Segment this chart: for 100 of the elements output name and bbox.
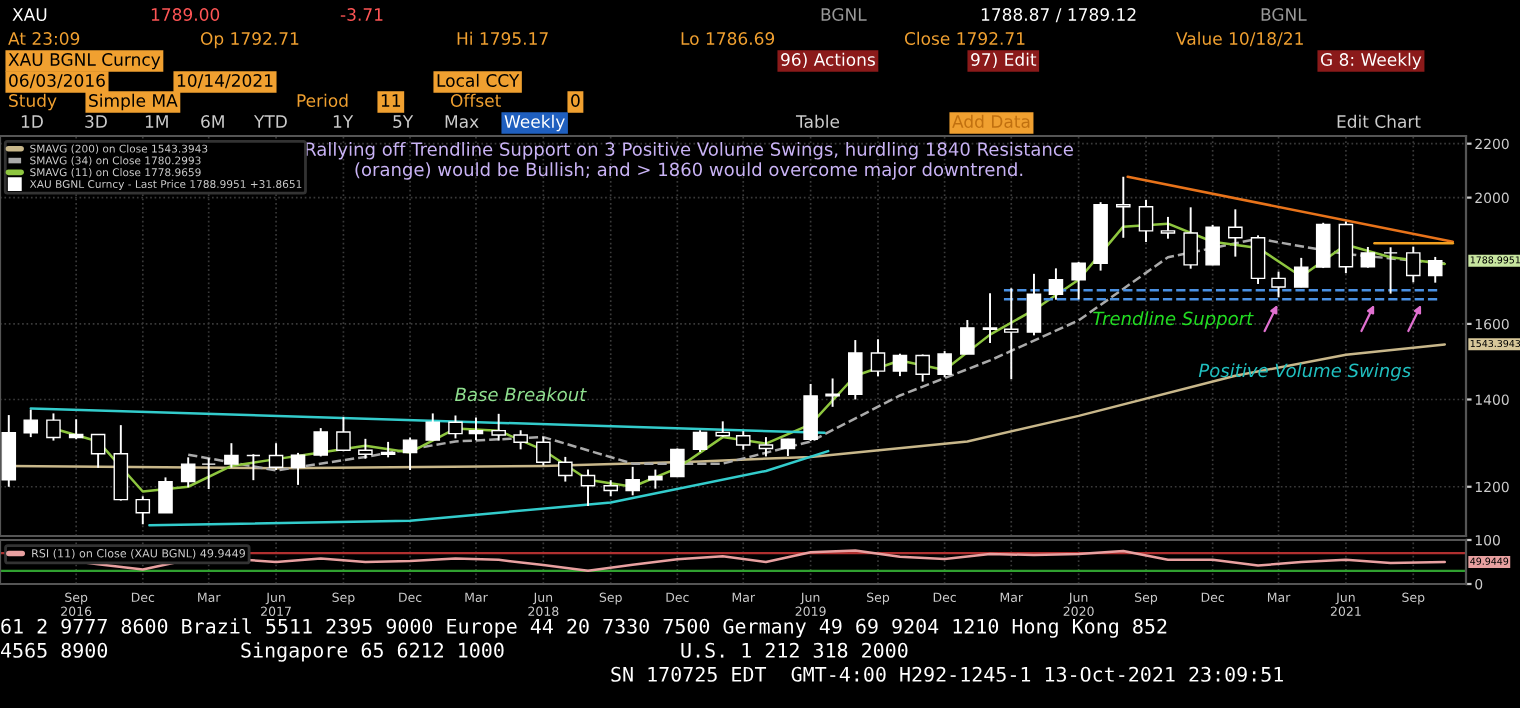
candlestick [468,416,484,442]
text: XAU BGNL Curncy [8,53,161,70]
candlestick [1338,220,1354,275]
text: 96) Actions [781,52,875,68]
candlestick [68,418,84,441]
text: Value 10/18/21 [1176,31,1303,47]
text: 6M [201,115,224,128]
candlestick [1003,287,1019,381]
text: SN 170725 EDT GMT-4:00 H292-1245-1 13-Oct-2021 23:09:51 [611,666,1283,682]
candlestick [1071,261,1086,301]
candlestick [870,338,886,378]
text: XAU [12,8,47,21]
candlestick [1383,246,1398,295]
candlestick [960,319,975,356]
candlestick [1138,198,1154,244]
candlestick [268,442,284,471]
candlestick [224,442,239,469]
candlestick [825,377,840,408]
candlestick [90,433,106,469]
text: Weekly [504,114,565,132]
candlestick [1116,175,1131,239]
text: Max [445,115,479,128]
text: 11 [381,94,401,107]
text: 3D [85,115,107,128]
candlestick [982,292,998,344]
candlestick [1205,223,1220,267]
candlestick [1315,221,1331,270]
text: YTD [253,115,287,128]
annotation: Positive Volume Swings [1198,363,1411,381]
candlestick [358,437,373,460]
text: Edit Chart [1337,114,1421,128]
candlestick [915,353,930,383]
candlestick [1271,270,1286,299]
candlestick [135,495,151,526]
text: 97) Edit [971,52,1037,68]
candlestick [1405,245,1421,284]
text: Hi 1795.17 [457,31,548,45]
text: 1M [145,115,168,128]
text: 0 [571,94,580,107]
candlestick [290,451,306,486]
text: 1788.87 / 1789.12 [981,8,1136,23]
candlestick [425,412,441,442]
text: Singapore 65 6212 1000 [241,642,504,662]
candlestick [46,412,61,442]
text: G 8: Weekly [1320,52,1422,70]
candlestick [1048,267,1064,301]
text: -3.71 [340,8,383,21]
text: Local CCY [437,73,520,87]
candlestick [803,382,818,442]
candlestick [246,453,261,482]
candlestick [670,447,685,478]
text: At 23:09 [8,32,80,45]
text: 5Y [393,115,414,128]
candlestick [648,468,663,490]
text: 1D [21,115,43,128]
candlestick [1183,206,1198,270]
candlestick [1,414,17,488]
candlestick [580,468,596,507]
line-series [148,449,830,527]
text: Close 1792.71 [904,31,1025,45]
text: BGNL [821,8,867,21]
candlestick [336,416,351,453]
annotation: Base Breakout [455,387,587,402]
annotation: Rallying off Trendline Support on 3 Positive Volume Swings, hurdling 1840 Resistance (orange) would be Bullish; and > 1860 would overcome major downtrend. [305,142,1073,180]
candlestick [313,427,329,458]
text: Table [795,114,840,128]
candlestick [402,436,418,471]
text: 1Y [333,115,354,128]
text: U.S. 1 212 318 2000 [681,642,908,658]
candlestick [513,429,528,451]
candlestick [937,350,952,379]
text: Period [297,93,348,107]
candlestick [180,456,196,489]
candlestick [491,412,506,442]
text: Lo 1786.69 [681,32,775,45]
candlestick [692,429,708,453]
candlestick [1250,234,1266,285]
candlestick [158,476,173,514]
candlestick [558,455,573,483]
candlestick [113,424,129,502]
annotation: Trendline Support [1093,311,1254,329]
candlestick [1228,208,1243,258]
candlestick [536,436,551,467]
candlestick [892,352,908,378]
text: Offset [450,93,501,107]
candlestick [735,430,751,451]
text: 10/14/2021 [177,74,273,89]
candlestick [1427,255,1443,284]
text: Op 1792.71 [200,32,299,49]
text: 4565 8900 [1,642,108,658]
text: BGNL [1261,8,1307,21]
candlestick [1360,246,1376,269]
candlestick [201,457,216,491]
text: 06/03/2016 [9,74,105,89]
candlestick [1293,256,1309,289]
candlestick [848,339,863,401]
text: 61 2 9777 8600 Brazil 5511 2395 9000 Europe 44 20 7330 7500 Germany 49 69 9204 1210 Hong Kong 852 [1,618,1167,638]
text: Simple MA [89,93,178,111]
candlestick [758,436,774,458]
candlestick [23,408,39,439]
